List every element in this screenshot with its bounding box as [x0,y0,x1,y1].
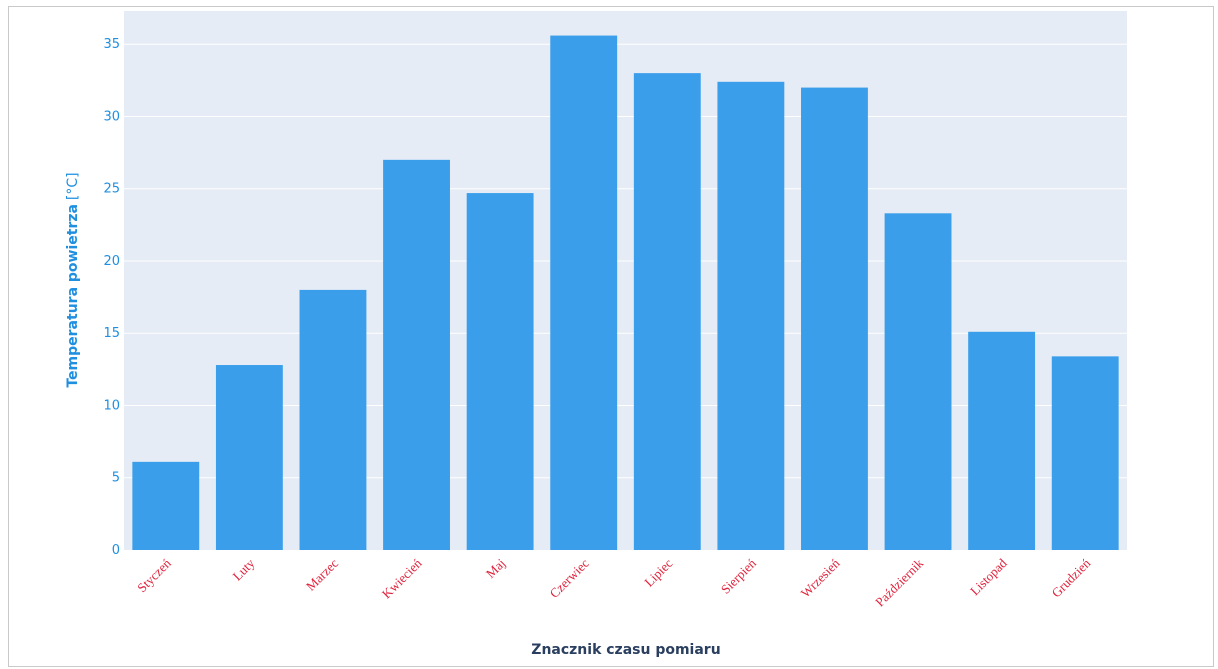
bar[interactable] [717,81,785,550]
bar[interactable] [215,365,283,550]
bar[interactable] [633,73,701,551]
x-tick-label: Październik [872,555,926,609]
y-tick-label: 35 [103,37,120,52]
bar[interactable] [383,159,450,550]
y-axis-unit: [°C] [65,172,81,200]
y-tick-label: 10 [103,398,120,413]
x-tick-label: Kwiecień [379,555,425,601]
x-tick-label: Sierpień [718,555,760,597]
bar[interactable] [968,331,1036,550]
x-tick-label: Grudzień [1049,555,1094,600]
x-tick-label: Wrzesień [798,555,843,600]
y-axis-ticks: 0 5 10 15 20 25 30 35 [103,37,120,558]
bars [132,35,1119,551]
y-tick-label: 0 [112,543,120,558]
x-tick-label: Luty [230,555,258,583]
bar[interactable] [1051,356,1119,550]
bar[interactable] [550,35,618,551]
gridlines [124,43,1127,479]
x-axis-title: Znacznik czasu pomiaru [531,642,720,658]
x-tick-label: Listopad [967,555,1010,598]
bar[interactable] [884,213,952,550]
x-tick-label: Maj [483,556,508,581]
bar[interactable] [299,289,367,550]
y-tick-label: 5 [112,471,120,486]
x-tick-label: Czerwiec [547,555,592,600]
x-tick-label: Marzec [303,555,341,593]
y-tick-label: 15 [103,326,120,341]
bar[interactable] [801,87,868,550]
y-tick-label: 25 [103,182,120,197]
y-axis-title-text: Temperatura powietrza [65,204,81,388]
plot-area [124,11,1127,550]
x-tick-label: Lipiec [641,555,675,589]
x-tick-label: Styczeń [134,555,174,595]
y-axis-title: Temperatura powietrza [°C] [64,172,81,387]
y-tick-label: 30 [103,109,120,124]
x-axis-ticks: Styczeń Luty Marzec Kwiecień Maj Czerwiec Lipi… [134,555,1093,609]
bar[interactable] [132,461,200,550]
bar[interactable] [466,193,534,550]
y-tick-label: 20 [103,254,120,269]
